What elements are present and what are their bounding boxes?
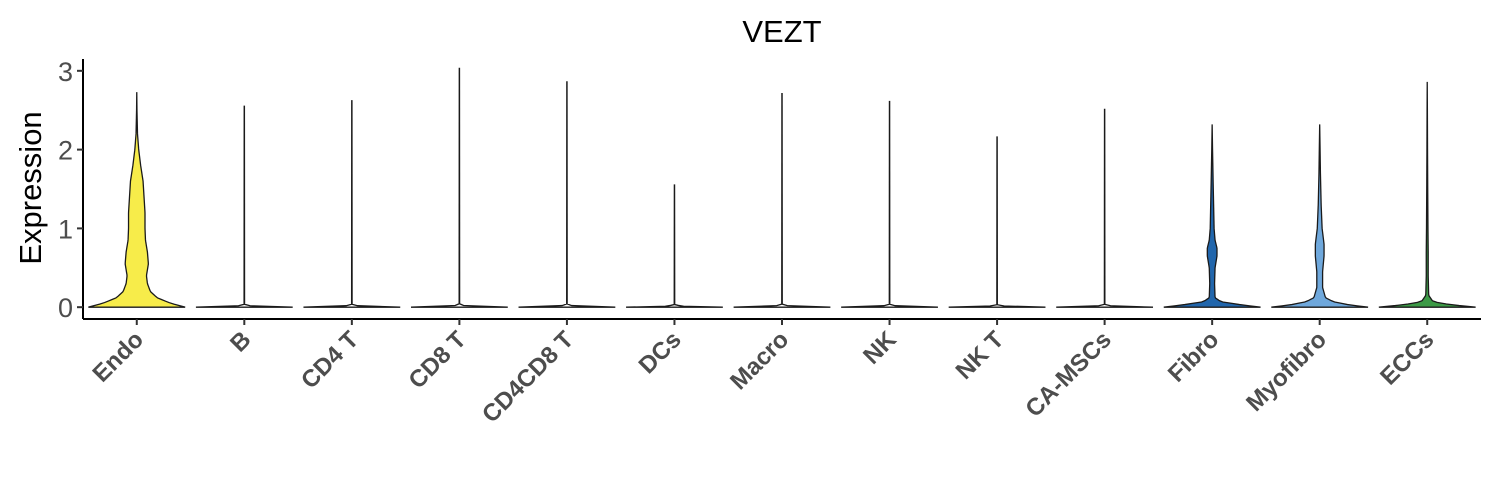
y-axis-label: Expression	[13, 111, 48, 264]
x-tick-label: CD8 T	[404, 326, 472, 394]
y-tick-label: 0	[58, 293, 73, 323]
violin-cd4-t	[303, 100, 401, 308]
x-tick-label: DCs	[634, 326, 687, 379]
x-tick-label: Fibro	[1163, 326, 1225, 388]
plot-area	[88, 67, 1476, 308]
y-tick-label: 3	[58, 57, 73, 87]
chart-title: VEZT	[742, 14, 821, 49]
y-axis-ticks: 0 1 2 3	[58, 57, 83, 323]
x-tick-label: B	[225, 326, 256, 357]
x-tick-label: Macro	[725, 326, 794, 395]
x-tick-label: Endo	[87, 326, 149, 388]
x-tick-label: CD4 T	[296, 326, 364, 394]
violin-b	[195, 105, 293, 308]
violin-nk	[841, 100, 938, 308]
violin-nk-t	[948, 136, 1046, 308]
violin-macro	[733, 93, 831, 308]
y-tick-label: 2	[58, 136, 73, 166]
violin-dcs	[626, 184, 723, 308]
violin-fibro	[1163, 124, 1261, 308]
violin-myofibro	[1271, 124, 1369, 308]
y-tick-label: 1	[58, 214, 73, 244]
violin-eccs	[1378, 81, 1476, 308]
x-axis-ticks: Endo B CD4 T CD8 T CD4CD8 T DCs Macro NK NK T CA-…	[87, 319, 1439, 428]
x-tick-label: Myofibro	[1241, 326, 1332, 417]
violin-cd4cd8-t	[518, 81, 616, 308]
x-tick-label: CA-MSCs	[1020, 326, 1116, 422]
violin-cd8-t	[410, 67, 508, 308]
violin-ca-mscs	[1056, 108, 1154, 308]
x-tick-label: ECCs	[1375, 326, 1439, 390]
x-tick-label: NK T	[951, 326, 1010, 385]
x-tick-label: NK	[858, 326, 902, 370]
x-tick-label: CD4CD8 T	[477, 326, 579, 428]
violin-endo	[88, 92, 186, 308]
